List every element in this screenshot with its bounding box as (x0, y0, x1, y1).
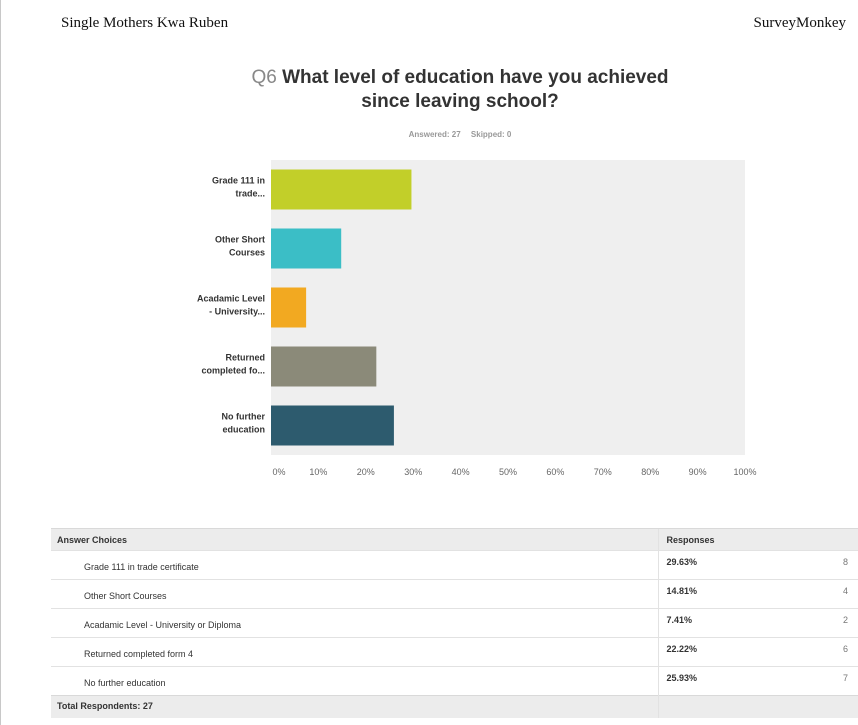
response-count: 2 (808, 608, 858, 638)
bar-1 (271, 169, 412, 210)
bar-4 (271, 346, 377, 387)
survey-name: Single Mothers Kwa Ruben (61, 15, 229, 31)
answer-choice: Returned completed form 4 (51, 637, 658, 667)
answer-choice: Acadamic Level - University or Diploma (51, 608, 658, 638)
answer-choice: Other Short Courses (51, 579, 658, 609)
response-percent: 29.63% (657, 550, 808, 580)
tick-label-4: 40% (452, 467, 470, 477)
bar-chart: Grade 111 in trade... Other Short Courses Ac… (197, 160, 757, 477)
category-label-4: Returned completed fo... (201, 353, 265, 376)
response-percent: 7.41% (657, 608, 808, 638)
tick-labels: 0% 10% 20% 30% 40% 50% 60% 70% 80% 90% 100% (272, 467, 756, 477)
table-body: Grade 111 in trade certificate 29.63% 8 Oth… (51, 550, 858, 696)
tick-label-3: 30% (404, 467, 422, 477)
table-row: Returned completed form 4 22.22% 6 (51, 637, 858, 667)
category-label-5: No further education (222, 412, 266, 435)
header-responses: Responses (657, 528, 858, 551)
tick-label-9: 90% (689, 467, 707, 477)
question-number: Q6 (251, 67, 277, 88)
tick-label-7: 70% (594, 467, 612, 477)
tick-label-5: 50% (499, 467, 517, 477)
response-percent: 25.93% (657, 666, 808, 696)
table-header-row: Answer Choices Responses (51, 528, 858, 551)
bar-2 (271, 228, 342, 269)
response-count: 4 (808, 579, 858, 609)
responses-table: Answer Choices Responses Grade 111 in tr… (51, 528, 858, 718)
total-blank (657, 695, 858, 718)
tick-label-10: 100% (733, 467, 756, 477)
bar-3 (271, 287, 307, 328)
responses-table-wrap: Answer Choices Responses Grade 111 in tr… (51, 528, 858, 718)
tick-label-0: 0% (272, 467, 285, 477)
bars-group (271, 169, 412, 446)
page-border (0, 0, 1, 725)
question-title: Q6 What level of education have you achi… (250, 66, 670, 114)
total-respondents: Total Respondents: 27 (51, 695, 658, 718)
tick-label-2: 20% (357, 467, 375, 477)
category-label-3: Acadamic Level - University... (197, 294, 265, 317)
response-percent: 22.22% (657, 637, 808, 667)
table-row: No further education 25.93% 7 (51, 666, 858, 696)
question-text: What level of education have you achieve… (282, 67, 669, 112)
response-count: 6 (808, 637, 858, 667)
response-count: 8 (808, 550, 858, 580)
brand-name: SurveyMonkey (753, 15, 847, 31)
header-answer-choices: Answer Choices (51, 528, 658, 551)
tick-label-6: 60% (546, 467, 564, 477)
answered-skipped: Answered: 27 Skipped: 0 (300, 130, 620, 139)
bar-5 (271, 405, 394, 446)
response-percent: 14.81% (657, 579, 808, 609)
total-row: Total Respondents: 27 (51, 695, 858, 718)
answer-choice: Grade 111 in trade certificate (51, 550, 658, 580)
answer-choice: No further education (51, 666, 658, 696)
tick-label-1: 10% (309, 467, 327, 477)
skipped-count: Skipped: 0 (470, 130, 512, 139)
tick-label-8: 80% (641, 467, 659, 477)
category-labels: Grade 111 in trade... Other Short Courses Ac… (197, 176, 266, 435)
category-label-1: Grade 111 in trade... (212, 176, 265, 199)
answered-count: Answered: 27 (408, 130, 461, 139)
category-label-2: Other Short Courses (215, 235, 265, 258)
table-row: Acadamic Level - University or Diploma 7.… (51, 608, 858, 638)
table-row: Other Short Courses 14.81% 4 (51, 579, 858, 609)
response-count: 7 (808, 666, 858, 696)
table-row: Grade 111 in trade certificate 29.63% 8 (51, 550, 858, 580)
